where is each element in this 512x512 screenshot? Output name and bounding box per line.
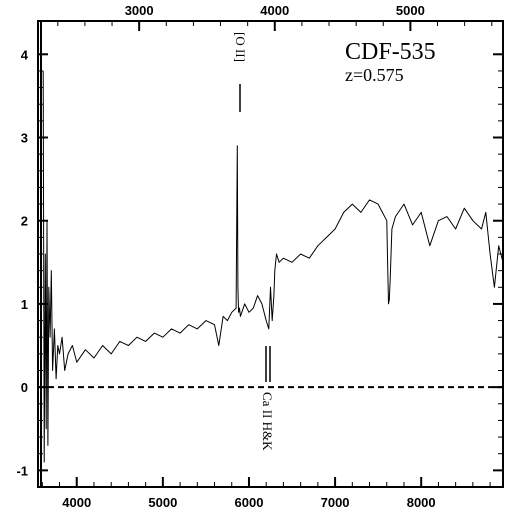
x-tick-label: 4000 <box>62 495 91 510</box>
caii-line-label: Ca II H&K <box>260 392 275 451</box>
y-tick-label: -1 <box>16 463 28 478</box>
object-name-label: CDF-535 <box>345 39 436 65</box>
axis-tick-labels: 4000 5000 6000 7000 8000 3000 4000 5000 -1 0 1 2 3 4 <box>16 3 435 510</box>
x-tick-label: 7000 <box>321 495 350 510</box>
x-tick-label: 6000 <box>235 495 264 510</box>
axis-ticks <box>38 21 503 487</box>
redshift-label: z=0.575 <box>345 65 404 85</box>
series-group <box>42 70 504 463</box>
y-tick-label: 3 <box>21 131 28 146</box>
top-tick-label: 3000 <box>125 3 154 18</box>
y-tick-label: 4 <box>21 47 29 62</box>
spectrum-line <box>42 70 504 463</box>
oii-line-label: [O II] <box>233 32 248 62</box>
y-tick-label: 0 <box>21 380 28 395</box>
x-tick-label: 5000 <box>148 495 177 510</box>
top-tick-label: 5000 <box>396 3 425 18</box>
y-tick-label: 2 <box>21 214 28 229</box>
top-tick-label: 4000 <box>260 3 289 18</box>
y-tick-label: 1 <box>21 297 28 312</box>
x-tick-label: 8000 <box>407 495 436 510</box>
